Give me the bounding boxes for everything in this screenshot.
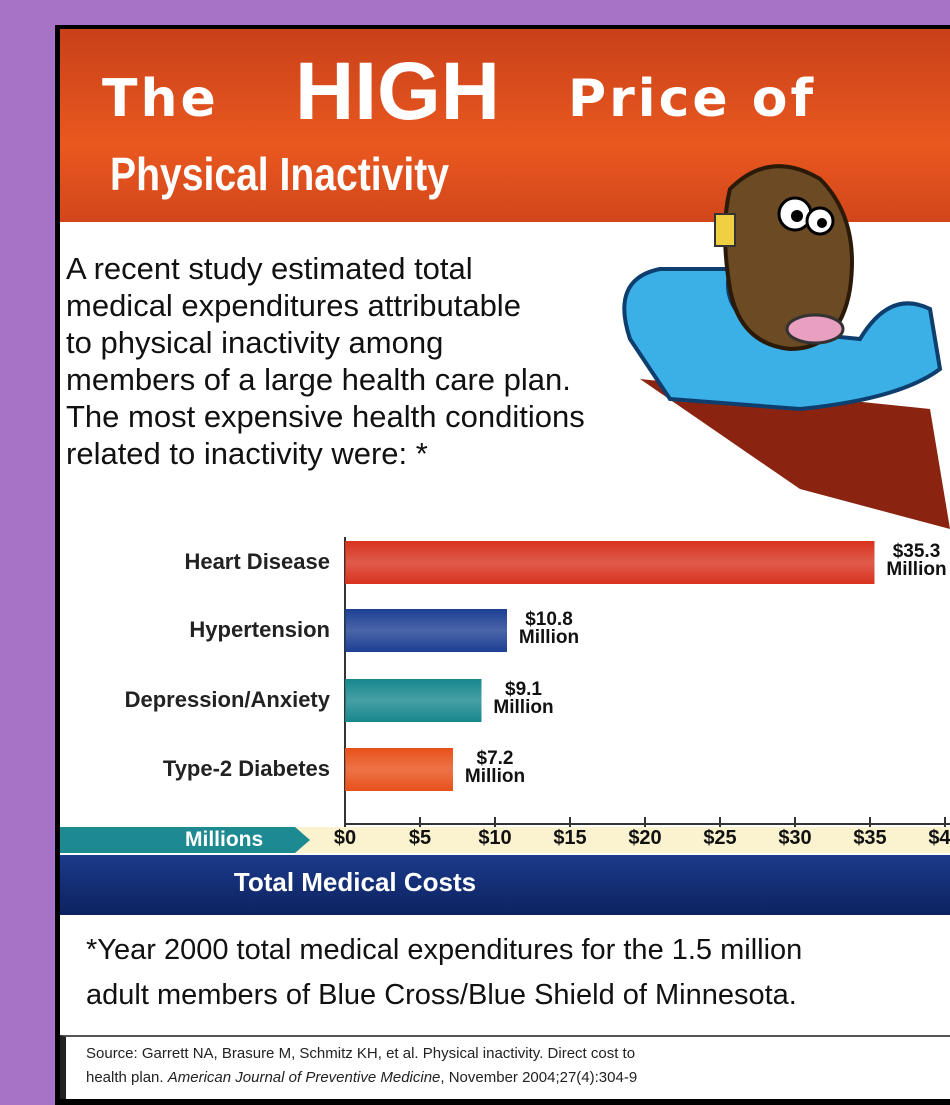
axis-unit-label: Millions bbox=[185, 828, 263, 852]
x-tick-label: $15 bbox=[553, 827, 586, 850]
x-tick-label: $35 bbox=[853, 827, 886, 850]
bar bbox=[345, 541, 875, 584]
infographic: The HIGH Price of Physical Inactivity To… bbox=[60, 29, 950, 1099]
value-label: $9.1 Million bbox=[484, 681, 564, 717]
value-label: $35.3 Million bbox=[877, 543, 950, 579]
intro-line: members of a large health care plan. bbox=[66, 362, 571, 398]
bar bbox=[345, 748, 453, 791]
value-label: $10.8 Million bbox=[509, 611, 589, 647]
category-label: Heart Disease bbox=[60, 549, 330, 575]
x-axis-title: Total Medical Costs bbox=[60, 867, 650, 898]
x-tick-label: $5 bbox=[409, 827, 431, 850]
x-tick-label: $25 bbox=[703, 827, 736, 850]
source-text: health plan. bbox=[86, 1069, 164, 1086]
footnote: adult members of Blue Cross/Blue Shield … bbox=[86, 979, 797, 1012]
source: Source: Garrett NA, Brasure M, Schmitz K… bbox=[86, 1045, 635, 1062]
intro-line: medical expenditures attributable bbox=[66, 288, 521, 324]
x-tick-label: $20 bbox=[628, 827, 661, 850]
bar bbox=[345, 609, 507, 652]
intro-line: related to inactivity were: * bbox=[66, 436, 428, 472]
source-text: , November 2004;27(4):304-9 bbox=[440, 1069, 637, 1086]
category-label: Type-2 Diabetes bbox=[60, 756, 330, 782]
x-tick-label: $30 bbox=[778, 827, 811, 850]
category-label: Depression/Anxiety bbox=[60, 687, 330, 713]
category-label: Hypertension bbox=[60, 617, 330, 643]
intro-line: The most expensive health conditions bbox=[66, 399, 585, 435]
x-tick-label: $40 bbox=[928, 827, 950, 850]
bar bbox=[345, 679, 482, 722]
value-label: $7.2 Million bbox=[455, 750, 535, 786]
x-tick-label: $10 bbox=[478, 827, 511, 850]
intro-line: A recent study estimated total bbox=[66, 251, 473, 287]
footnote: *Year 2000 total medical expenditures fo… bbox=[86, 934, 802, 967]
x-tick-label: $0 bbox=[334, 827, 356, 850]
intro-line: to physical inactivity among bbox=[66, 325, 443, 361]
source: health plan. American Journal of Prevent… bbox=[86, 1069, 637, 1086]
journal: American Journal of Preventive Medicine bbox=[168, 1069, 441, 1086]
